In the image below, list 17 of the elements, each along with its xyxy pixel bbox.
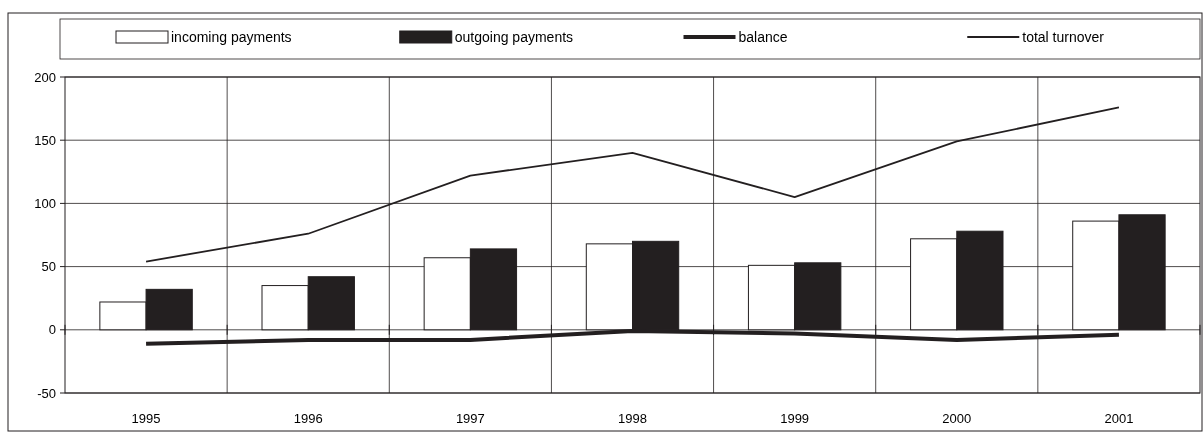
y-tick-label: -50 xyxy=(37,385,56,401)
x-tick-label: 1998 xyxy=(618,411,647,426)
legend-label: incoming payments xyxy=(171,28,292,45)
x-tick-label: 2001 xyxy=(1104,411,1134,426)
y-tick-label: 100 xyxy=(34,195,56,211)
y-tick-label: 50 xyxy=(41,259,56,275)
x-tick-label: 1999 xyxy=(780,411,810,426)
x-tick-label: 1997 xyxy=(455,411,485,426)
y-tick-label: 200 xyxy=(34,69,56,85)
y-tick-label: 150 xyxy=(34,132,56,148)
x-tick-label: 1995 xyxy=(131,411,161,426)
legend-label: total turnover xyxy=(1022,28,1105,45)
x-tick-label: 2000 xyxy=(942,411,972,426)
legend-label: outgoing payments xyxy=(454,28,574,45)
y-tick-label: 0 xyxy=(48,322,56,338)
x-tick-label: 1996 xyxy=(293,411,323,426)
legend-label: balance xyxy=(738,28,788,45)
